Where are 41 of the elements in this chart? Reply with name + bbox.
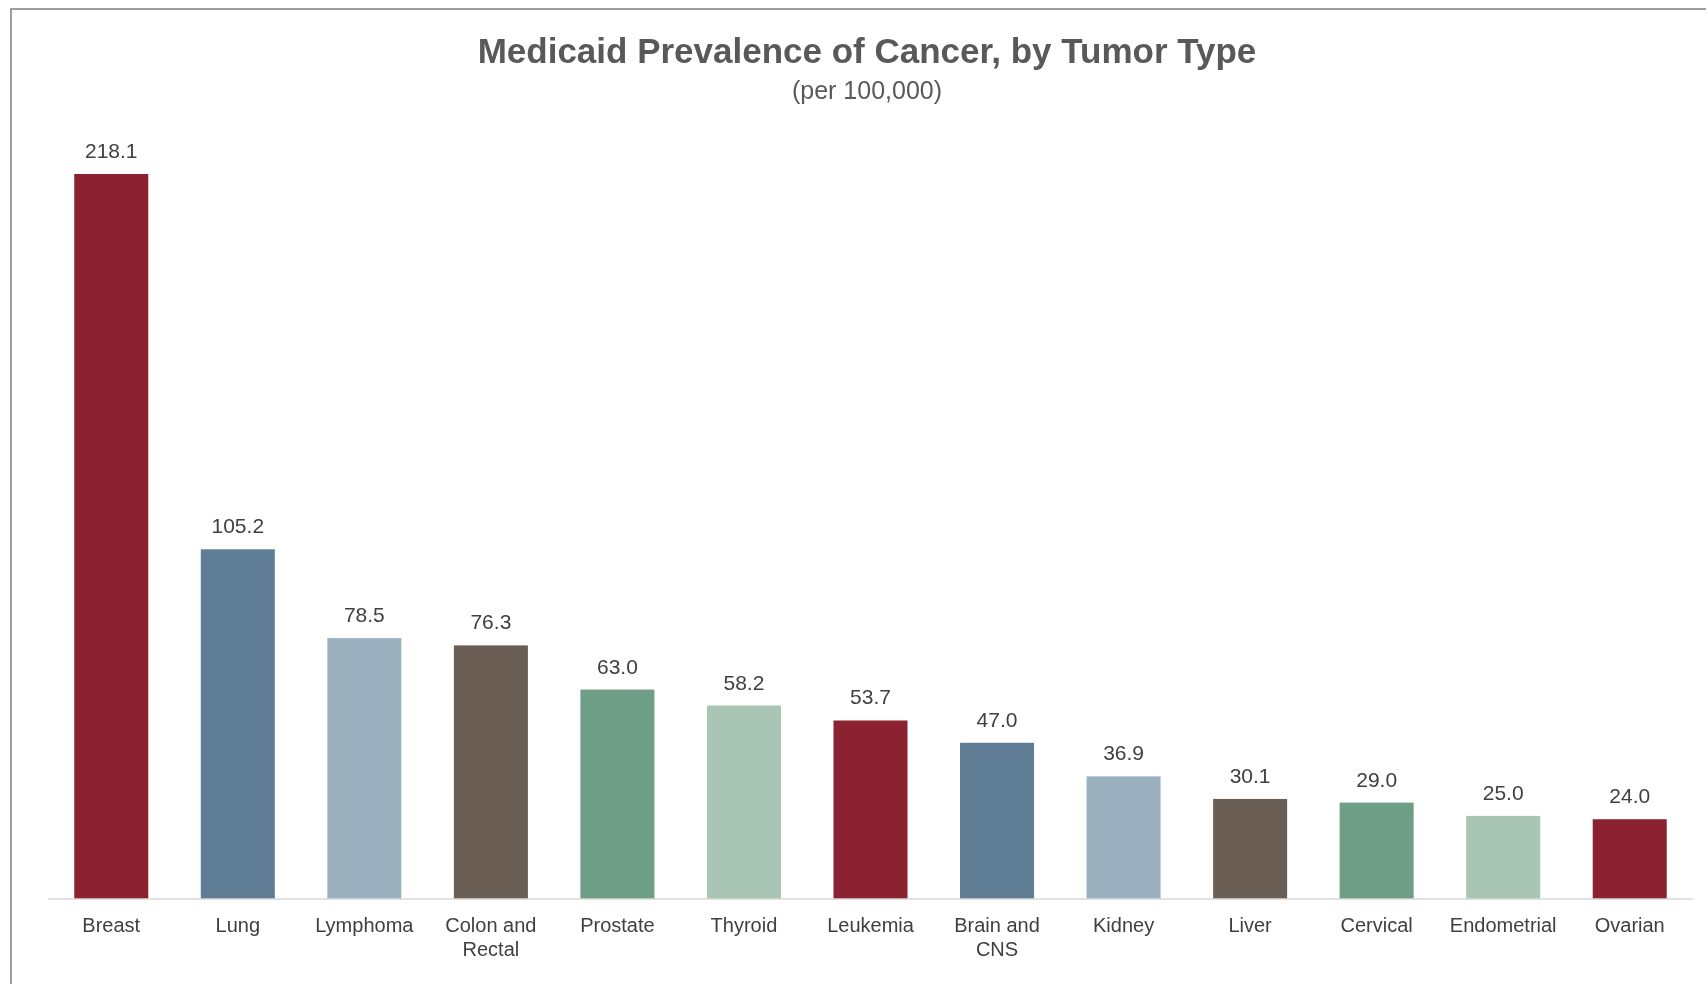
- data-label: 76.3: [470, 610, 512, 634]
- x-tick-label: Liver: [1228, 914, 1273, 936]
- data-label: 218.1: [84, 139, 138, 162]
- data-label: 47.0: [976, 707, 1018, 731]
- bar: [1086, 776, 1161, 899]
- x-tick-label: Colon and Rectal: [445, 914, 537, 960]
- bar: [453, 645, 528, 899]
- data-label: 25.0: [1482, 780, 1524, 804]
- bar: [200, 549, 275, 899]
- data-label: 29.0: [1356, 767, 1398, 791]
- x-tick-label: Breast: [82, 914, 141, 936]
- bar: [833, 720, 908, 899]
- data-label: 30.1: [1229, 763, 1271, 787]
- bar: [1466, 815, 1541, 899]
- data-label: 105.2: [211, 514, 265, 538]
- data-label: 78.5: [343, 603, 385, 627]
- bar: [960, 742, 1035, 899]
- data-label: 58.2: [723, 670, 765, 694]
- data-label: 63.0: [596, 654, 638, 678]
- chart-title: Medicaid Prevalence of Cancer, by Tumor Type: [477, 31, 1257, 70]
- x-tick-label: Lung: [215, 914, 261, 936]
- bar: [580, 689, 655, 899]
- bar: [706, 705, 781, 899]
- bar: [1339, 802, 1414, 899]
- x-tick-label: Cervical: [1340, 914, 1413, 936]
- bar: [74, 174, 149, 899]
- data-label: 24.0: [1609, 784, 1651, 808]
- x-tick-label: Lymphoma: [315, 914, 415, 936]
- chart-subtitle: (per 100,000): [791, 76, 943, 104]
- bar: [327, 638, 402, 899]
- x-tick-label: Brain and CNS: [954, 914, 1040, 960]
- x-tick-label: Ovarian: [1594, 914, 1665, 936]
- x-tick-label: Thyroid: [710, 914, 778, 936]
- x-tick-label: Endometrial: [1449, 914, 1557, 936]
- data-label: 36.9: [1103, 741, 1145, 765]
- data-label: 53.7: [850, 685, 891, 709]
- x-tick-label: Prostate: [580, 914, 655, 936]
- bar: [1592, 819, 1667, 899]
- x-tick-label: Kidney: [1093, 914, 1155, 936]
- bar: [1213, 798, 1288, 899]
- x-tick-label: Leukemia: [827, 914, 915, 936]
